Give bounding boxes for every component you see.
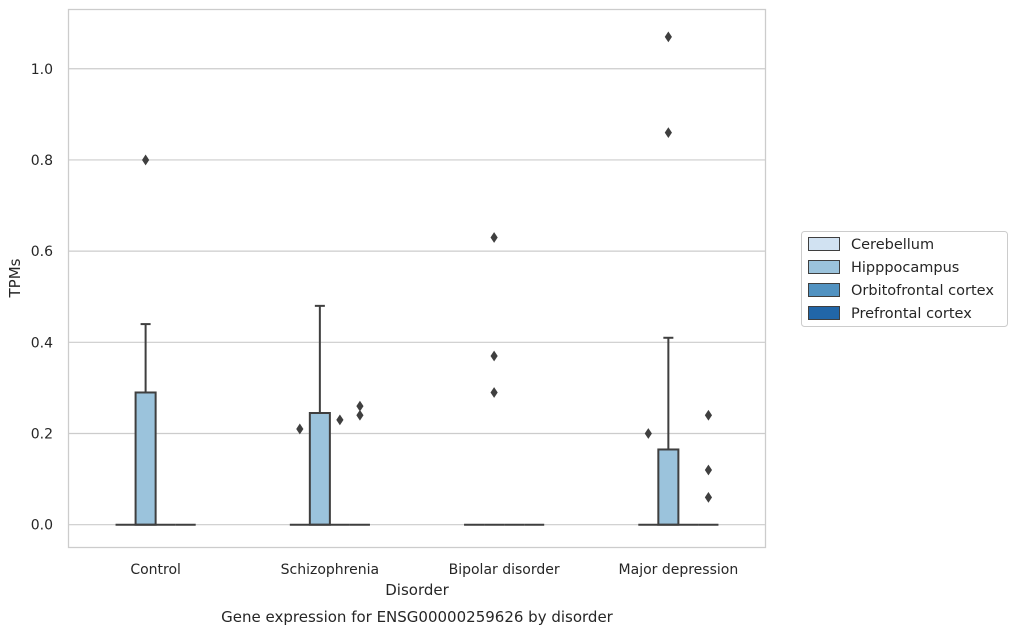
chart-caption: Gene expression for ENSG00000259626 by d… <box>221 608 614 626</box>
x-tick-labels: Control Schizophrenia Bipolar disorder Majo… <box>130 562 738 578</box>
plot-frame <box>67 8 767 549</box>
y-tick-label: 1.0 <box>31 62 53 78</box>
outlier-markers <box>142 31 713 503</box>
y-tick-label: 0.0 <box>31 518 53 534</box>
y-tick-label: 0.6 <box>31 244 53 260</box>
y-tick-labels: 0.0 0.2 0.4 0.6 0.8 1.0 <box>31 62 53 534</box>
legend-label: Hipppocampus <box>851 260 959 276</box>
legend-swatch <box>808 283 840 297</box>
outlier-point <box>490 350 498 362</box>
box <box>308 412 331 526</box>
x-tick-label: Bipolar disorder <box>449 562 560 578</box>
outlier-point <box>704 491 713 503</box>
y-tick-label: 0.4 <box>31 335 53 351</box>
legend-swatch <box>808 306 840 320</box>
outlier-point <box>490 232 498 243</box>
outlier-point <box>704 409 713 421</box>
outlier-point <box>296 423 304 435</box>
box-series <box>115 304 719 526</box>
legend-label: Orbitofrontal cortex <box>851 283 994 299</box>
x-axis-title: Disorder <box>385 581 449 599</box>
legend-frame <box>801 231 1008 327</box>
x-tick-label: Major depression <box>619 562 739 578</box>
outlier-point <box>490 387 498 398</box>
outlier-point <box>644 428 652 439</box>
legend-items: Cerebellum Hipppocampus Orbitofrontal cort… <box>808 237 994 322</box>
box <box>134 391 157 526</box>
outlier-point <box>704 464 713 476</box>
legend-swatch <box>808 237 840 251</box>
outlier-point <box>142 154 150 166</box>
x-tick-label: Schizophrenia <box>281 562 379 578</box>
outlier-point <box>356 409 364 421</box>
outlier-point <box>664 127 672 139</box>
y-axis-title: TPMs <box>6 258 24 298</box>
box <box>657 448 680 526</box>
outlier-point <box>664 31 672 43</box>
y-tick-label: 0.8 <box>31 153 53 169</box>
y-tick-label: 0.2 <box>31 427 53 443</box>
legend-swatch <box>808 260 840 274</box>
legend: Cerebellum Hipppocampus Orbitofrontal cort… <box>801 231 1008 327</box>
legend-label: Cerebellum <box>851 237 934 253</box>
legend-label: Prefrontal cortex <box>851 306 972 322</box>
x-tick-label: Control <box>130 562 181 578</box>
outlier-point <box>336 414 344 426</box>
outlier-point <box>356 400 364 412</box>
